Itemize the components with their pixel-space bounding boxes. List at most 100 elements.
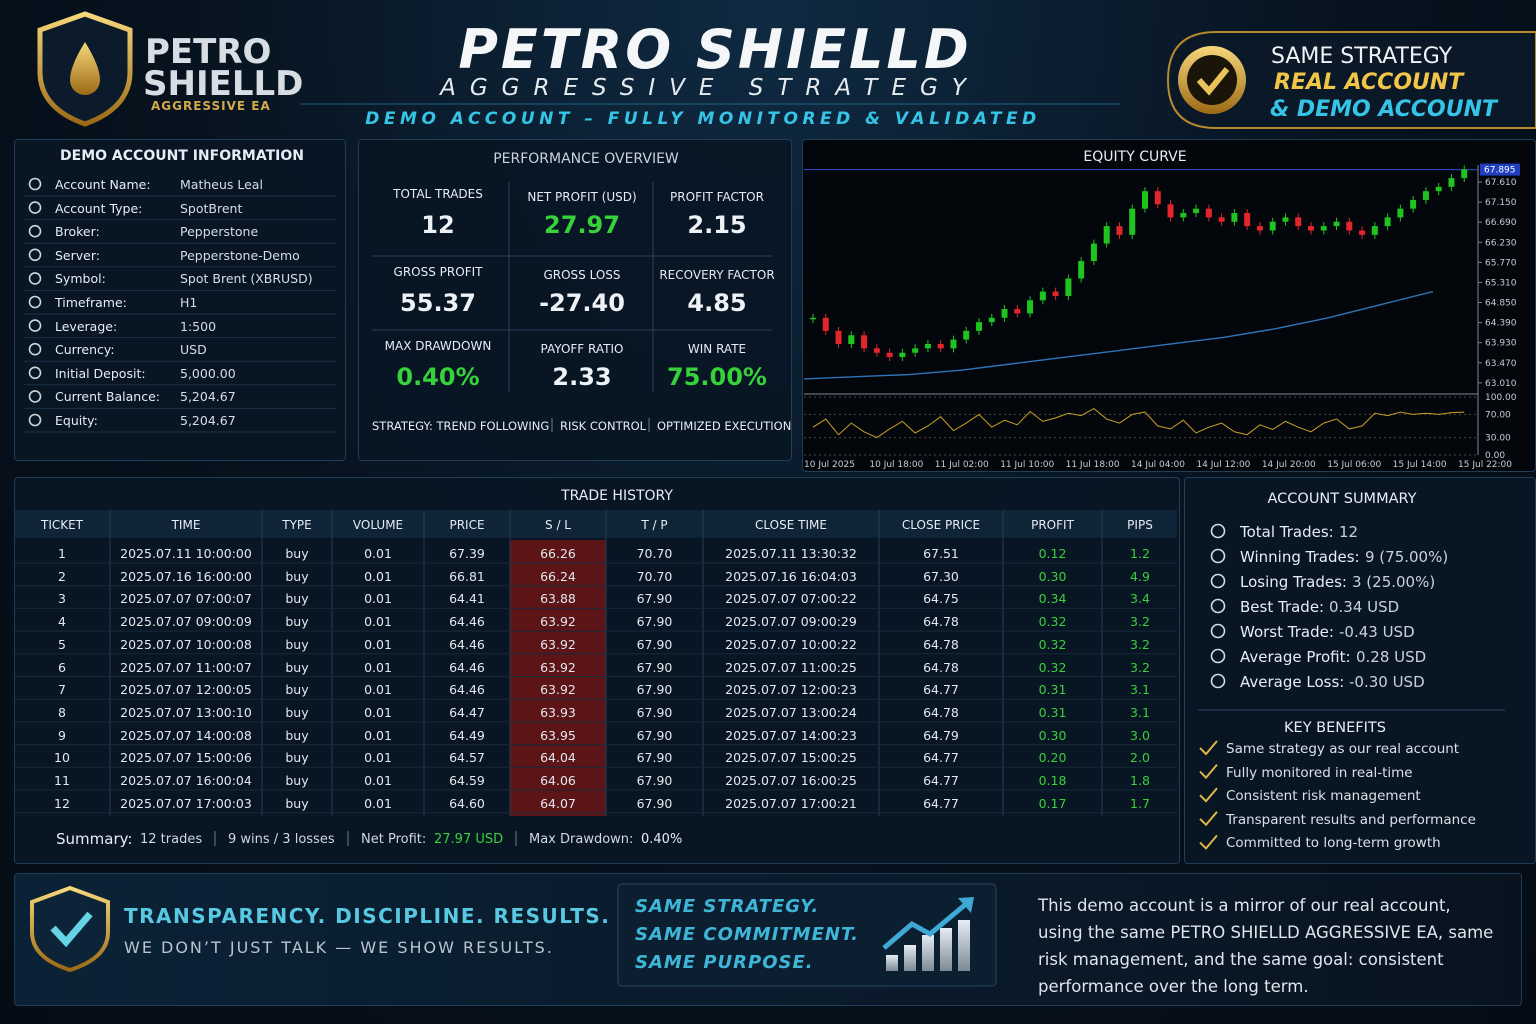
info-label: Account Name:	[55, 177, 151, 192]
table-cell: 67.51	[923, 546, 959, 561]
candle	[1193, 208, 1200, 214]
metric-value: 2.33	[552, 363, 612, 391]
candle	[1384, 217, 1391, 227]
candle	[963, 330, 970, 340]
motto-box	[617, 883, 997, 987]
table-cell: 67.90	[636, 704, 673, 720]
table-cell: 64.46	[449, 614, 485, 630]
strategy-note: OPTIMIZED EXECUTION	[657, 419, 792, 433]
table-cell: buy	[285, 682, 309, 698]
row-icon	[28, 295, 42, 309]
benefit: Same strategy as our real account	[1226, 741, 1460, 757]
table-cell: 2025.07.07 14:00:08	[120, 727, 252, 743]
table-cell: 2025.07.07 13:00:24	[725, 704, 857, 720]
logo-line: PETRO	[145, 32, 272, 72]
candle	[1422, 191, 1429, 200]
x-tick-label: 11 Jul 18:00	[1066, 460, 1120, 470]
table-cell: buy	[285, 727, 309, 743]
info-value: 1:500	[180, 318, 217, 334]
table-cell: 67.30	[923, 568, 959, 584]
table-cell: 67.90	[636, 659, 673, 675]
candle	[988, 317, 995, 323]
metric-value: -27.40	[539, 289, 625, 317]
candle	[1346, 221, 1353, 231]
osc-tick-label: 30.00	[1485, 434, 1511, 444]
candle	[1308, 226, 1314, 231]
candle	[822, 317, 829, 331]
table-cell: 5	[58, 636, 66, 652]
table-cell: buy	[285, 750, 309, 766]
osc-tick-label: 0.00	[1485, 451, 1505, 461]
x-tick-label: 14 Jul 12:00	[1196, 460, 1250, 470]
y-tick-label: 66.690	[1485, 218, 1517, 228]
info-value: SpotBrent	[180, 200, 243, 216]
icon-bar	[940, 928, 952, 971]
summary-value: 0.34 USD	[1329, 598, 1400, 616]
table-cell: 2025.07.07 07:00:07	[120, 591, 252, 607]
candle	[1244, 213, 1251, 227]
table-cell: 64.07	[540, 795, 576, 811]
summary-value: 0.28 USD	[1356, 648, 1427, 666]
candle	[912, 348, 919, 353]
oscillator	[812, 408, 1465, 439]
table-cell: 1.7	[1130, 795, 1150, 811]
panel-title: TRADE HISTORY	[561, 488, 673, 504]
column-header: TICKET	[40, 518, 84, 532]
candle	[924, 343, 931, 349]
info-value: Spot Brent (XBRUSD)	[180, 271, 313, 287]
candle	[1167, 204, 1174, 218]
table-cell: 64.77	[923, 795, 959, 811]
candle	[1333, 221, 1340, 227]
table-cell: 0.12	[1038, 546, 1067, 561]
x-tick-label: 10 Jul 18:00	[869, 460, 923, 470]
summary-text: 9 wins / 3 losses	[228, 832, 335, 847]
table-cell: 63.92	[540, 614, 576, 630]
summary-text: 27.97 USD	[434, 832, 504, 847]
metric-value: 55.37	[400, 289, 476, 317]
icon-bar	[904, 945, 916, 971]
panel-title: ACCOUNT SUMMARY	[1267, 491, 1417, 507]
metric-value: 12	[421, 211, 455, 239]
table-cell: 0.32	[1038, 614, 1067, 630]
account-summary-panel	[1184, 477, 1536, 864]
item-icon	[1210, 548, 1226, 564]
equity-panel	[802, 139, 1536, 472]
candle	[1065, 278, 1072, 296]
row-icon	[28, 177, 42, 191]
summary-value: -0.30 USD	[1349, 673, 1425, 691]
table-cell: 6	[58, 659, 66, 675]
table-cell: 12	[54, 795, 70, 811]
table-cell: 67.90	[636, 636, 673, 652]
y-tick-label: 64.390	[1485, 319, 1517, 329]
strategy-note: RISK CONTROL	[560, 419, 647, 433]
row-icon	[28, 224, 42, 238]
check-icon	[1199, 740, 1218, 756]
info-label: Currency:	[55, 342, 115, 358]
table-cell: 64.46	[449, 636, 485, 652]
row-icon	[28, 319, 42, 332]
table-cell: 0.01	[364, 704, 392, 720]
row-icon	[28, 201, 42, 214]
icon-bar	[958, 920, 970, 971]
price-label: 67.895	[1484, 166, 1516, 176]
table-cell: 66.26	[540, 546, 576, 561]
table-cell: 2025.07.07 12:00:23	[725, 682, 857, 698]
item-icon	[1210, 573, 1226, 589]
table-cell: 1.8	[1130, 773, 1150, 788]
summary-text: 0.40%	[641, 832, 683, 847]
candle	[1461, 169, 1468, 179]
table-cell: 64.78	[923, 636, 959, 652]
candle	[1090, 243, 1097, 262]
candle	[1205, 208, 1212, 218]
table-cell: 2025.07.07 11:00:25	[725, 659, 857, 675]
table-cell: 0.31	[1038, 704, 1067, 720]
candle	[976, 322, 982, 331]
metric-label: RECOVERY FACTOR	[659, 268, 775, 282]
icon-bar	[922, 935, 934, 971]
candle	[861, 335, 868, 349]
column-header: VOLUME	[352, 518, 404, 532]
table-cell: 3.1	[1130, 682, 1150, 698]
icon-arrow	[882, 902, 968, 950]
x-tick-label: 15 Jul 22:00	[1458, 460, 1512, 470]
table-cell: 64.46	[449, 682, 485, 698]
